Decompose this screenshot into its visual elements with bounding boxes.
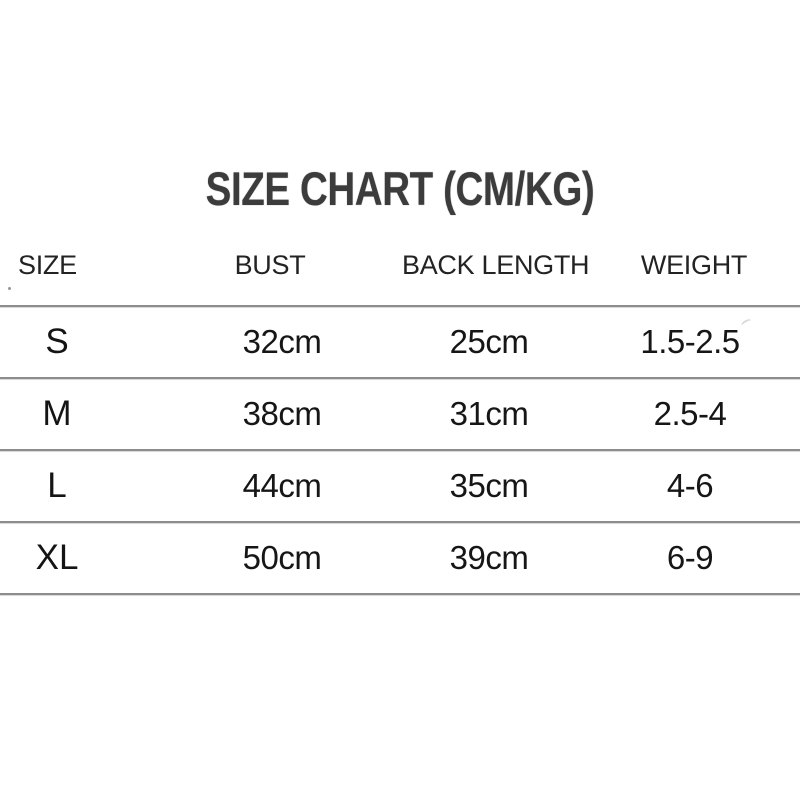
- back-length-value: 25cm: [449, 323, 529, 360]
- column-header-weight: WEIGHT: [640, 249, 748, 280]
- size-table: S 32cm 25cm 1.5-2.5 M 38cm 31cm 2.5-4 L …: [0, 305, 800, 595]
- weight-value: 1.5-2.5: [640, 323, 740, 360]
- table-row-xl: XL 50cm 39cm 6-9: [0, 521, 800, 593]
- bust-value: 50cm: [242, 539, 322, 576]
- size-label: XL: [35, 538, 79, 577]
- bust-value: 32cm: [242, 323, 322, 360]
- speck-artifact: [8, 287, 11, 290]
- table-row-s: S 32cm 25cm 1.5-2.5: [0, 305, 800, 377]
- bust-value: 44cm: [242, 467, 322, 504]
- size-label: M: [42, 394, 72, 433]
- size-label: L: [47, 466, 67, 505]
- weight-value: 2.5-4: [653, 395, 727, 432]
- page-title: SIZE CHART (CM/KG): [205, 162, 595, 215]
- back-length-value: 35cm: [449, 467, 529, 504]
- table-row-l: L 44cm 35cm 4-6: [0, 449, 800, 521]
- table-row-m: M 38cm 31cm 2.5-4: [0, 377, 800, 449]
- column-header-size: SIZE: [18, 249, 77, 280]
- weight-value: 6-9: [666, 539, 714, 576]
- back-length-value: 31cm: [449, 395, 529, 432]
- column-header-bust: BUST: [234, 249, 306, 280]
- table-header-row: SIZE BUST BACK LENGTH WEIGHT: [0, 240, 800, 290]
- column-header-back-length: BACK LENGTH: [402, 249, 590, 280]
- back-length-value: 39cm: [449, 539, 529, 576]
- bust-value: 38cm: [242, 395, 322, 432]
- weight-value: 4-6: [666, 467, 714, 504]
- size-label: S: [45, 322, 69, 361]
